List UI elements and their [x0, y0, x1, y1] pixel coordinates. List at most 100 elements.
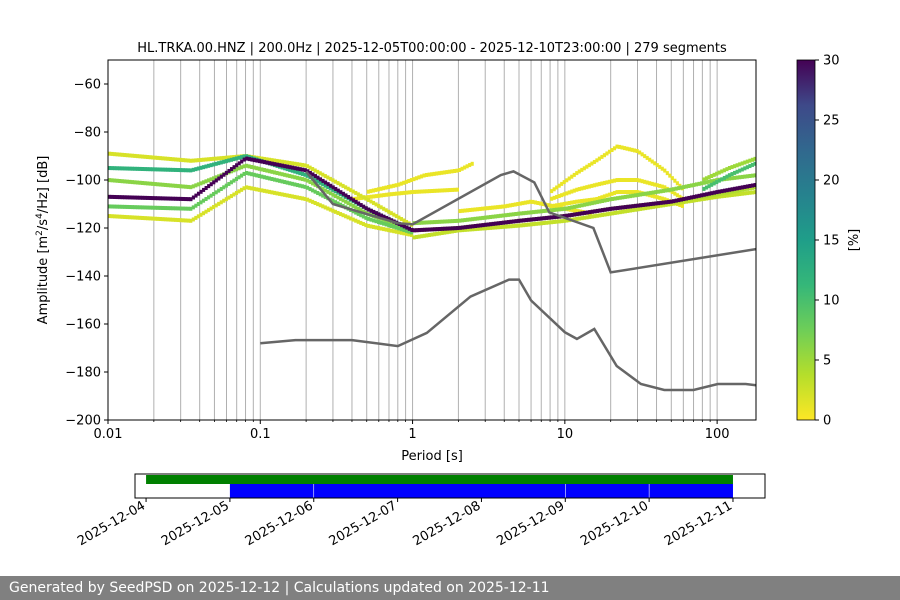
density-cell [692, 194, 696, 199]
density-cell [745, 184, 749, 189]
density-cell [262, 175, 266, 180]
density-cell [108, 214, 112, 219]
density-cell [356, 219, 360, 224]
density-cell [196, 202, 200, 207]
density-cell [311, 199, 315, 204]
density-cell [542, 221, 546, 226]
density-cell [285, 193, 289, 198]
colorbar-tick-label: 5 [823, 354, 831, 369]
density-cell [158, 205, 162, 210]
density-cell [425, 189, 429, 194]
density-cell [326, 206, 330, 211]
density-cell [265, 189, 269, 194]
density-cell [486, 215, 490, 220]
density-cell [750, 190, 755, 195]
density-cell [176, 184, 180, 189]
density-cell [675, 181, 679, 186]
density-cell [748, 190, 752, 195]
density-cell [366, 198, 371, 203]
density-cell [753, 190, 756, 195]
footer-text: Generated by SeedPSD on 2025-12-12 | Cal… [9, 580, 550, 596]
density-cell [656, 201, 661, 206]
density-cell [720, 191, 724, 196]
density-cell [313, 174, 317, 179]
density-cell [369, 194, 373, 199]
density-cell [295, 162, 299, 167]
density-cell [636, 192, 640, 197]
density-cell [455, 228, 459, 233]
density-cell [285, 180, 289, 185]
x-tick-label: 1 [408, 427, 416, 442]
density-cell [417, 175, 421, 180]
density-cell [313, 182, 317, 187]
density-cell [620, 145, 624, 150]
density-cell [399, 217, 404, 222]
density-cell [227, 168, 231, 173]
density-cell [181, 196, 185, 201]
density-cell [605, 197, 610, 202]
density-cell [212, 204, 216, 209]
density-band [366, 161, 474, 194]
density-cell [293, 169, 297, 174]
density-cell [362, 204, 366, 209]
density-cell [534, 209, 538, 214]
density-cell [625, 178, 629, 182]
density-cell [267, 157, 272, 162]
density-cell [387, 209, 391, 214]
density-cell [303, 196, 307, 201]
density-cell [448, 219, 452, 224]
density-cell [483, 226, 487, 231]
density-cell [700, 197, 704, 202]
density-cell [179, 196, 183, 201]
plot-frame [107, 59, 757, 421]
density-cell [448, 188, 452, 193]
density-cell [344, 199, 348, 204]
density-cell [400, 223, 404, 228]
density-cell [610, 211, 615, 216]
density-cell [573, 212, 577, 217]
density-cell [168, 217, 173, 222]
density-cell [270, 158, 274, 163]
density-cell [565, 178, 569, 183]
density-cell [229, 157, 233, 162]
density-cell [509, 219, 513, 224]
density-cell [361, 222, 365, 227]
density-cell [707, 191, 711, 196]
density-cell [128, 153, 132, 158]
density-cell [570, 174, 574, 179]
density-cell [186, 184, 190, 189]
density-cell [409, 178, 413, 183]
density-cell [730, 192, 734, 197]
density-cell [387, 192, 391, 197]
density-cell [552, 187, 556, 192]
density-cell [610, 196, 615, 201]
density-cell [374, 225, 378, 230]
density-cell [156, 155, 160, 160]
density-cell [196, 158, 200, 163]
density-cell [440, 219, 444, 224]
density-cell [199, 212, 203, 217]
density-cell [678, 202, 682, 207]
density-cell [270, 161, 274, 166]
density-cell [445, 170, 449, 175]
density-cell [674, 198, 678, 203]
density-cell [384, 216, 389, 221]
density-cell [423, 227, 427, 232]
density-cell [580, 203, 584, 208]
density-cell [570, 212, 574, 217]
density-cell [201, 211, 206, 216]
density-cell [465, 208, 470, 213]
density-cell [298, 167, 302, 172]
density-cell [684, 196, 688, 201]
density-cell [552, 215, 556, 220]
density-cell [199, 200, 203, 205]
density-cell [529, 210, 533, 215]
density-cell [207, 184, 211, 189]
density-cell [326, 185, 330, 190]
density-cell [705, 196, 709, 201]
density-cell [224, 159, 228, 164]
density-cell [247, 185, 251, 190]
density-cell [333, 189, 338, 194]
density-cell [580, 167, 584, 172]
density-cell [603, 212, 607, 217]
